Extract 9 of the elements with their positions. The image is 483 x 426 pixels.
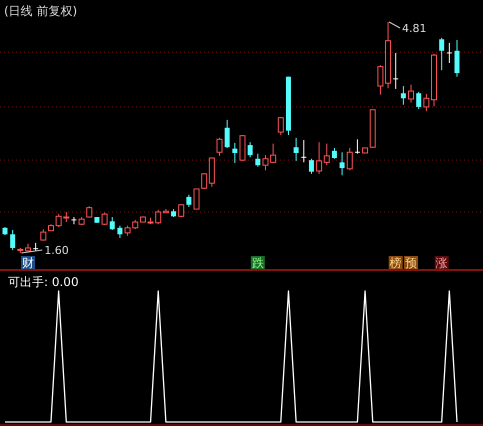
text: 榜	[390, 256, 402, 270]
text: 涨	[436, 256, 448, 270]
text: 财	[22, 256, 34, 270]
chart-title: 可出手: 0.00	[8, 275, 79, 289]
annotation: 1.60	[44, 244, 69, 257]
chart-title: (日线 前复权)	[4, 4, 78, 18]
text: 跌	[252, 256, 264, 270]
text: 预	[405, 256, 418, 270]
annotation: 4.81	[402, 22, 427, 35]
